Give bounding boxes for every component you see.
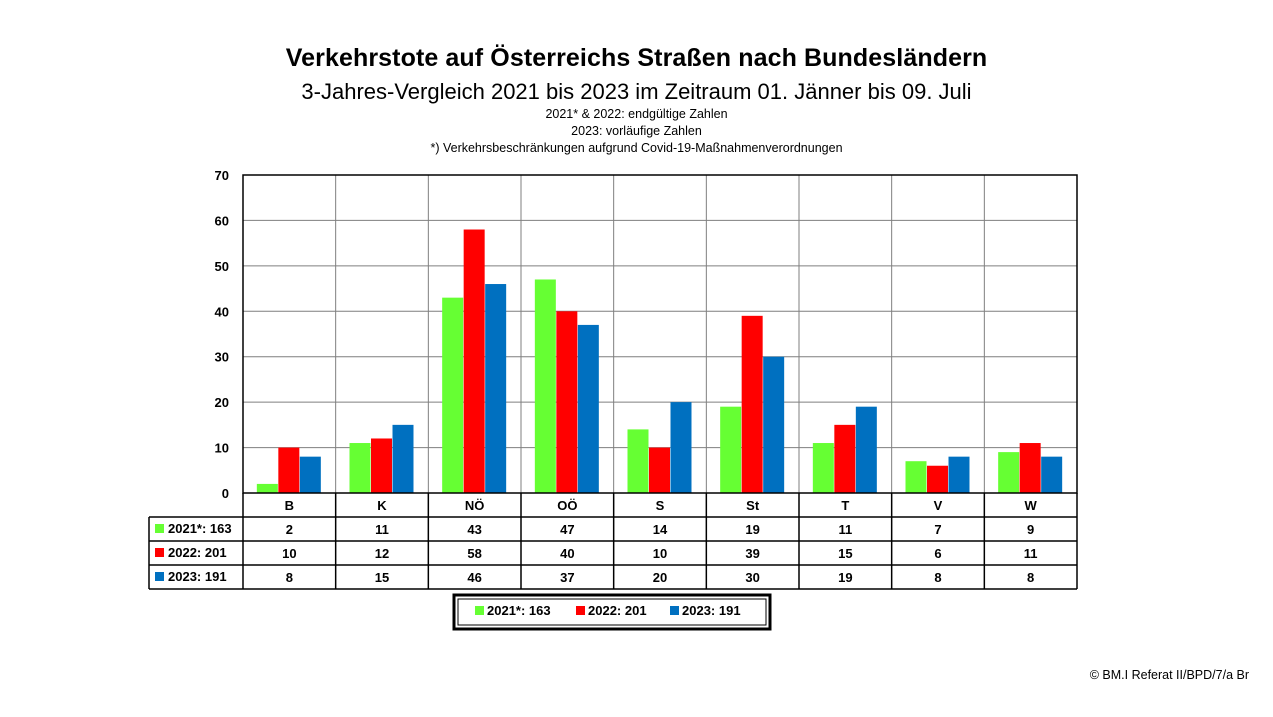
note-final-figures: 2021* & 2022: endgültige Zahlen bbox=[545, 107, 728, 121]
table-value: 11 bbox=[375, 522, 389, 537]
table-value: 39 bbox=[745, 546, 759, 561]
table-legend-key bbox=[155, 572, 164, 581]
table-value: 2 bbox=[286, 522, 293, 537]
y-tick-label: 40 bbox=[215, 304, 229, 319]
y-tick-label: 10 bbox=[215, 441, 229, 456]
bar bbox=[998, 452, 1020, 493]
bar bbox=[741, 315, 763, 493]
x-category-label: S bbox=[656, 498, 665, 513]
y-tick-label: 20 bbox=[215, 395, 229, 410]
bar bbox=[812, 443, 834, 493]
table-value: 19 bbox=[745, 522, 759, 537]
bar bbox=[948, 456, 970, 493]
table-series-label: 2023: 191 bbox=[168, 569, 227, 584]
table-value: 43 bbox=[467, 522, 481, 537]
table-value: 11 bbox=[838, 522, 852, 537]
x-category-label: V bbox=[934, 498, 943, 513]
table-value: 9 bbox=[1027, 522, 1034, 537]
bar bbox=[371, 438, 392, 493]
table-value: 37 bbox=[560, 570, 574, 585]
table-legend-key bbox=[155, 524, 164, 533]
table-value: 58 bbox=[467, 546, 481, 561]
table-value: 12 bbox=[375, 546, 389, 561]
note-covid-restrictions: *) Verkehrsbeschränkungen aufgrund Covid… bbox=[430, 141, 843, 155]
bar bbox=[855, 406, 877, 493]
table-value: 19 bbox=[838, 570, 852, 585]
table-value: 14 bbox=[653, 522, 668, 537]
table-value: 8 bbox=[934, 570, 941, 585]
table-series-label: 2022: 201 bbox=[168, 545, 227, 560]
plot-border bbox=[242, 174, 1078, 494]
table-value: 7 bbox=[934, 522, 941, 537]
table-value: 10 bbox=[653, 546, 667, 561]
x-category-label: NÖ bbox=[465, 498, 485, 513]
table-value: 46 bbox=[467, 570, 481, 585]
table-value: 30 bbox=[745, 570, 759, 585]
bar bbox=[556, 311, 578, 493]
y-tick-label: 60 bbox=[215, 213, 229, 228]
bar bbox=[1041, 456, 1063, 493]
note-provisional-figures: 2023: vorläufige Zahlen bbox=[571, 124, 702, 138]
x-category-label: W bbox=[1025, 498, 1038, 513]
table-series-label: 2021*: 163 bbox=[168, 521, 232, 536]
legend-entry: 2021*: 163 bbox=[487, 603, 551, 618]
bar bbox=[463, 229, 485, 493]
legend-entry: 2022: 201 bbox=[588, 603, 647, 618]
y-tick-label: 70 bbox=[215, 168, 229, 183]
bar bbox=[392, 424, 414, 493]
chart-title: Verkehrstote auf Österreichs Straßen nac… bbox=[285, 44, 988, 72]
table-value: 15 bbox=[375, 570, 389, 585]
bar bbox=[256, 483, 278, 493]
bar bbox=[834, 424, 856, 493]
x-category-label: OÖ bbox=[557, 498, 577, 513]
y-tick-label: 30 bbox=[215, 350, 229, 365]
table-value: 6 bbox=[934, 546, 941, 561]
bar bbox=[442, 297, 464, 493]
legend-key bbox=[670, 606, 679, 615]
bar bbox=[1019, 443, 1041, 493]
bar bbox=[649, 447, 670, 493]
bar bbox=[534, 279, 556, 493]
chart-subtitle: 3-Jahres-Vergleich 2021 bis 2023 im Zeit… bbox=[301, 79, 972, 104]
table-value: 8 bbox=[286, 570, 293, 585]
x-category-label: B bbox=[285, 498, 294, 513]
copyright-notice: © BM.I Referat II/BPD/7/a Br bbox=[1089, 668, 1249, 682]
table-value: 40 bbox=[560, 546, 574, 561]
table-value: 10 bbox=[282, 546, 296, 561]
x-category-label: K bbox=[377, 498, 387, 513]
bar bbox=[905, 461, 927, 493]
x-category-label: St bbox=[746, 498, 760, 513]
bar bbox=[349, 443, 371, 493]
table-legend-key bbox=[155, 548, 164, 557]
bar bbox=[670, 402, 692, 493]
table-value: 11 bbox=[1024, 546, 1038, 561]
bar bbox=[763, 356, 785, 493]
bar bbox=[577, 324, 599, 493]
bar bbox=[927, 465, 948, 493]
legend-key bbox=[475, 606, 484, 615]
bar bbox=[278, 447, 300, 493]
bar bbox=[627, 429, 649, 493]
x-category-label: T bbox=[841, 498, 849, 513]
table-value: 47 bbox=[560, 522, 574, 537]
table-value: 8 bbox=[1027, 570, 1034, 585]
y-tick-label: 0 bbox=[222, 486, 229, 501]
y-tick-label: 50 bbox=[215, 259, 229, 274]
legend-key bbox=[576, 606, 585, 615]
legend-inner-border bbox=[457, 598, 767, 626]
legend-box bbox=[452, 593, 772, 631]
table-value: 15 bbox=[838, 546, 852, 561]
bar bbox=[485, 284, 507, 493]
table-value: 20 bbox=[653, 570, 667, 585]
bar bbox=[299, 456, 321, 493]
legend-entry: 2023: 191 bbox=[682, 603, 741, 618]
bar bbox=[720, 406, 742, 493]
